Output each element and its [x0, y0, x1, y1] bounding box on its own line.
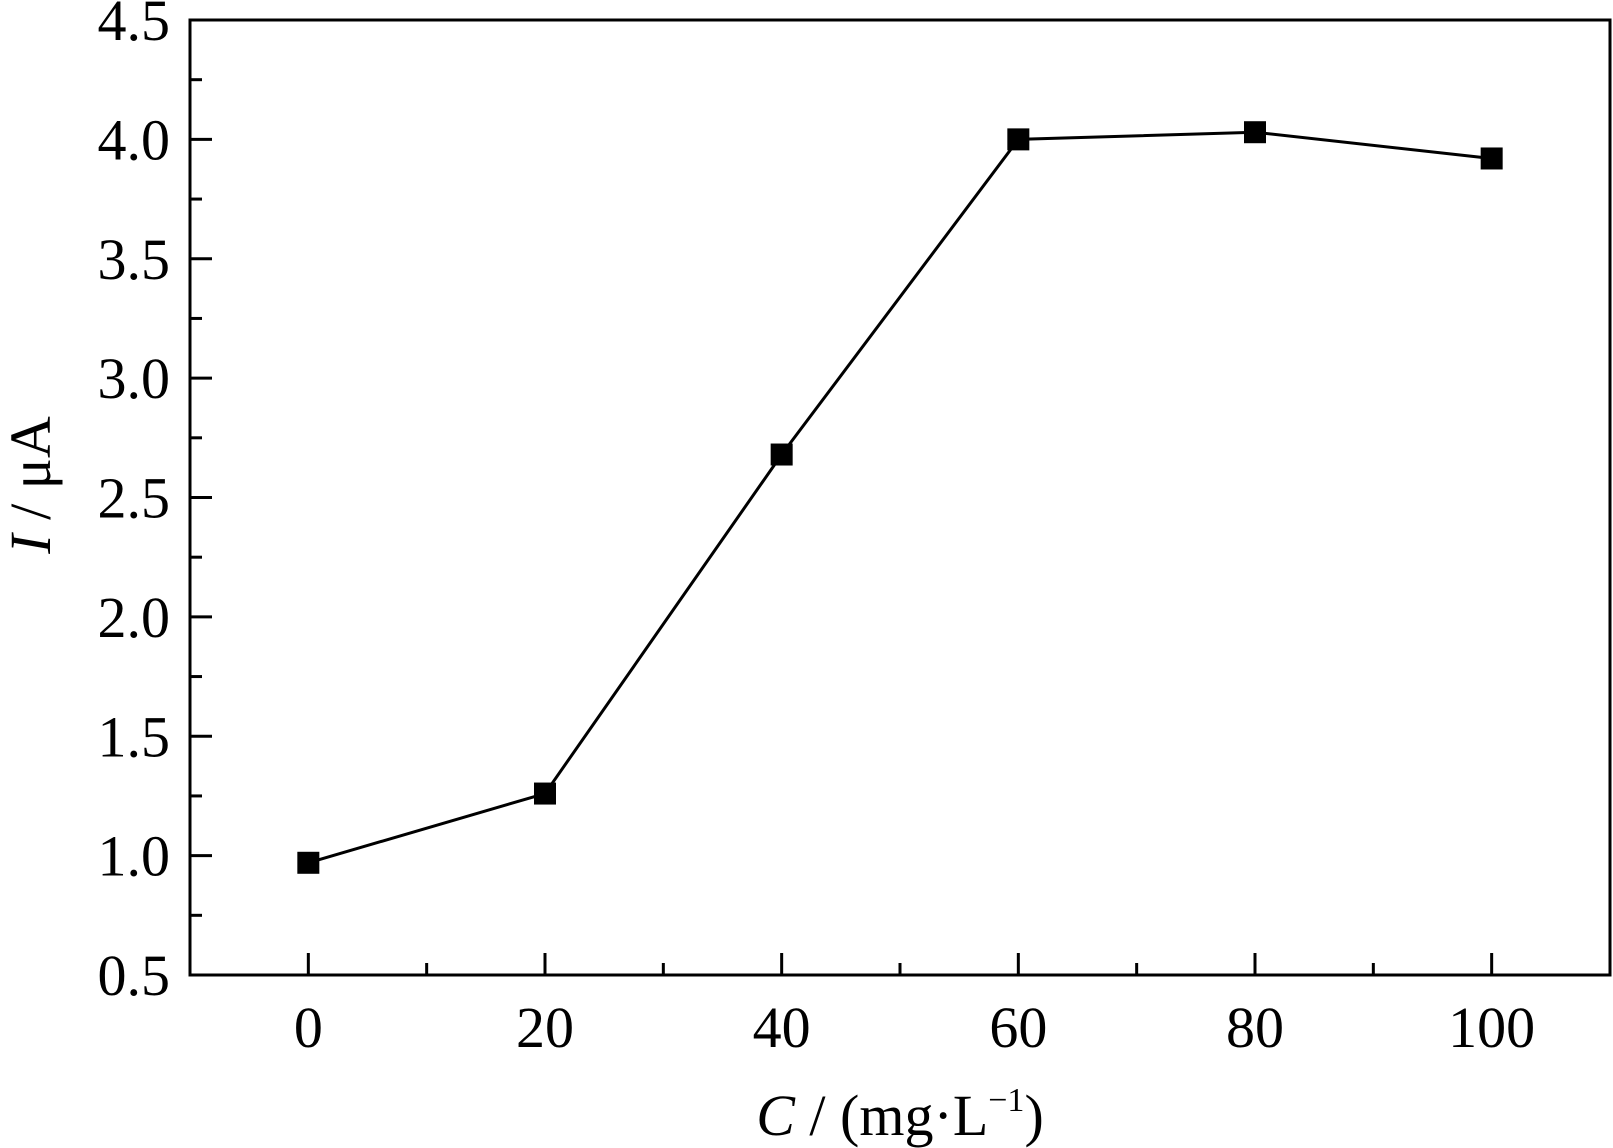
- x-axis-unit-close: ): [1024, 1083, 1043, 1148]
- series-line: [307, 130, 1492, 865]
- y-tick-label: 3.5: [98, 227, 171, 292]
- y-tick-label: 3.0: [98, 346, 171, 411]
- x-axis-unit-dot: ·: [933, 1083, 952, 1148]
- y-tick-label: 0.5: [98, 943, 171, 1008]
- data-point-marker: [297, 851, 320, 874]
- x-tick-label: 40: [753, 995, 811, 1060]
- y-axis-unit: μA: [0, 416, 63, 489]
- x-tick-label: 0: [294, 995, 323, 1060]
- series-markers: [297, 121, 1503, 874]
- y-tick-label: 2.5: [98, 466, 171, 531]
- x-tick-label: 60: [989, 995, 1047, 1060]
- data-point-marker: [534, 782, 556, 805]
- data-point-marker: [1007, 128, 1030, 151]
- x-axis-unit-exp: −1: [988, 1082, 1024, 1119]
- x-axis-title: C / (mg·L−1): [756, 1082, 1044, 1148]
- x-axis-unit-base: L: [953, 1083, 988, 1148]
- x-tick-label: 80: [1226, 995, 1284, 1060]
- y-tick-label: 2.0: [98, 585, 171, 650]
- data-point-marker: [770, 443, 793, 466]
- y-axis-var: I: [0, 532, 63, 555]
- axis-ticks: [190, 18, 1494, 977]
- y-axis-title: I / μA: [0, 416, 63, 555]
- x-tick-label: 100: [1448, 995, 1535, 1060]
- data-point-marker: [1480, 147, 1503, 170]
- x-axis-sep: /: [795, 1083, 840, 1148]
- x-axis-var: C: [756, 1083, 796, 1148]
- y-tick-label: 1.0: [98, 824, 171, 889]
- y-tick-label: 1.5: [98, 704, 171, 769]
- y-tick-label: 4.0: [98, 107, 171, 172]
- data-point-marker: [1244, 121, 1266, 144]
- x-tick-label: 20: [516, 995, 574, 1060]
- x-axis-unit-open: (mg: [840, 1083, 933, 1148]
- plot-frame: [188, 18, 1612, 977]
- axis-tick-labels: 0 20 40 60 80 100 0.5 1.0 1.5 2.0 2.5 3.0 3.5 4.0 4.5: [98, 0, 1536, 1060]
- y-tick-label: 4.5: [98, 0, 171, 53]
- y-axis-sep: /: [0, 489, 63, 534]
